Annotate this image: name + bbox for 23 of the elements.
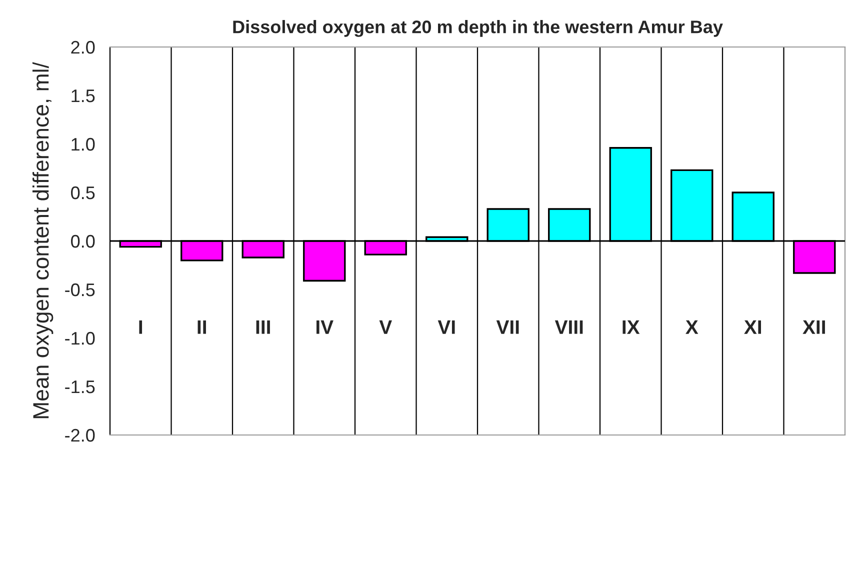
y-tick-label: 2.0 xyxy=(71,40,95,54)
y-tick-label: 0.5 xyxy=(71,186,95,200)
x-tick-label: V xyxy=(379,320,392,334)
y-tick-label: 1.0 xyxy=(72,138,95,151)
x-tick-label: I xyxy=(139,320,142,334)
y-tick-label: 0.0 xyxy=(71,234,95,248)
x-tick-label: III xyxy=(256,320,270,334)
y-tick-label: -2.0 xyxy=(65,428,95,442)
y-tick-label: -0.5 xyxy=(65,283,95,296)
x-tick-label: VII xyxy=(496,320,519,334)
x-tick-label: XII xyxy=(802,320,825,334)
chart-title: Dissolved oxygen at 20 m depth in the western Amur Bay xyxy=(233,20,723,37)
x-tick-label: VI xyxy=(438,320,455,334)
x-tick-label: IV xyxy=(316,320,334,334)
x-tick-label: XI xyxy=(744,320,762,334)
y-axis-title: Mean oxygen content difference, ml/ xyxy=(32,62,54,418)
x-tick-label: IX xyxy=(622,320,640,334)
y-tick-label: -1.5 xyxy=(65,380,95,394)
y-tick-label: -1.0 xyxy=(65,332,95,345)
x-tick-label: VIII xyxy=(554,320,583,334)
y-tick-label: 1.5 xyxy=(72,90,95,102)
x-tick-label: X xyxy=(686,320,698,334)
x-tick-label: II xyxy=(198,320,206,334)
